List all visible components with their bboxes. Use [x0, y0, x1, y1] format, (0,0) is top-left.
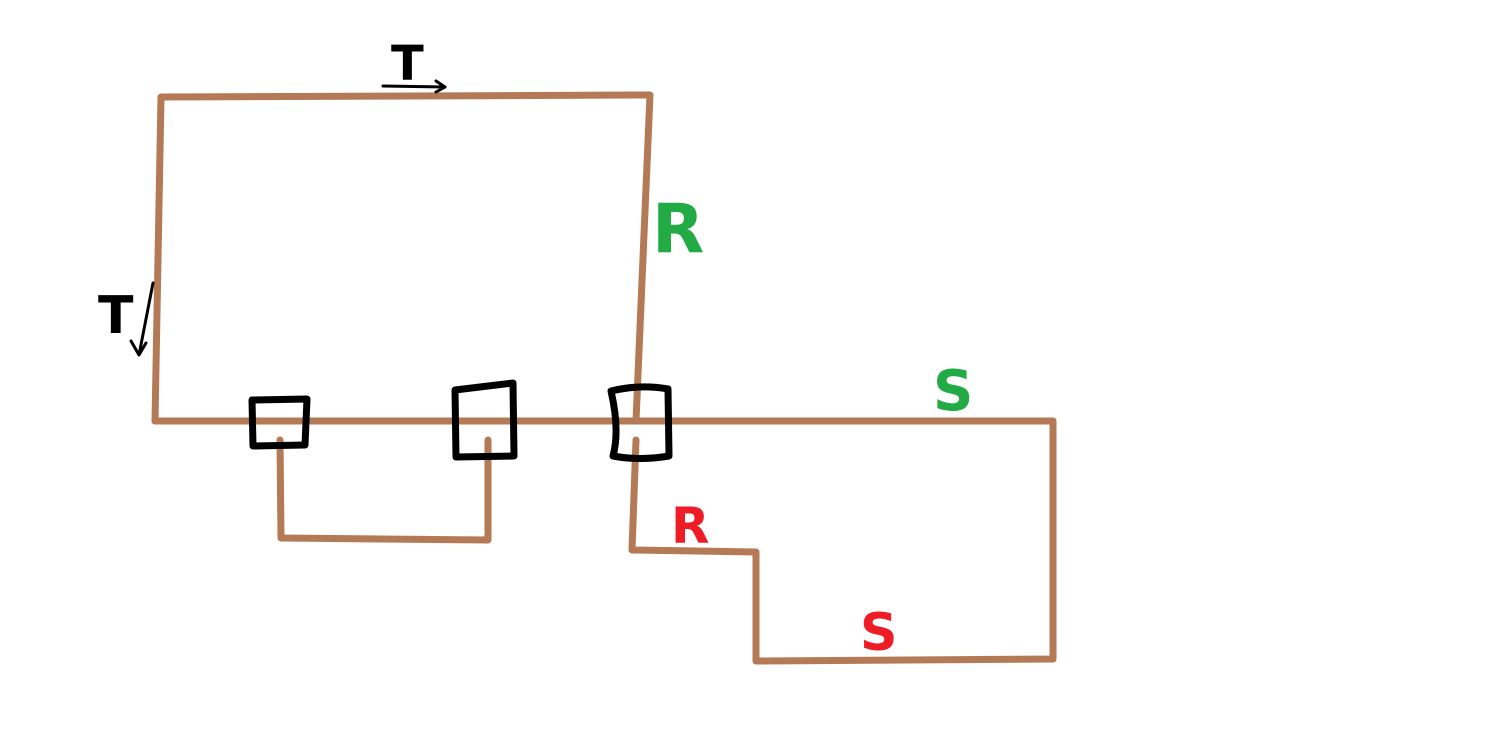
label-s-green: S [933, 359, 973, 424]
label-t-left: T [98, 286, 134, 346]
arrows [129, 79, 447, 357]
component-box-1 [248, 395, 311, 450]
wire-lower-right-loop [628, 417, 1057, 665]
component-box-3 [607, 383, 673, 462]
label-r-green: R [652, 190, 704, 269]
components [248, 379, 673, 462]
label-s-red: S [860, 603, 897, 663]
wire-upper-loop [151, 91, 654, 425]
label-t-top: T [391, 36, 424, 92]
arrow-down-icon [129, 281, 155, 357]
wires [151, 91, 1057, 665]
labels: T T R S R S [98, 36, 973, 663]
arrow-right-icon [381, 79, 447, 94]
label-r-red: R [671, 497, 710, 555]
component-box-2 [451, 379, 518, 461]
wire-lower-left-loop [276, 436, 492, 544]
